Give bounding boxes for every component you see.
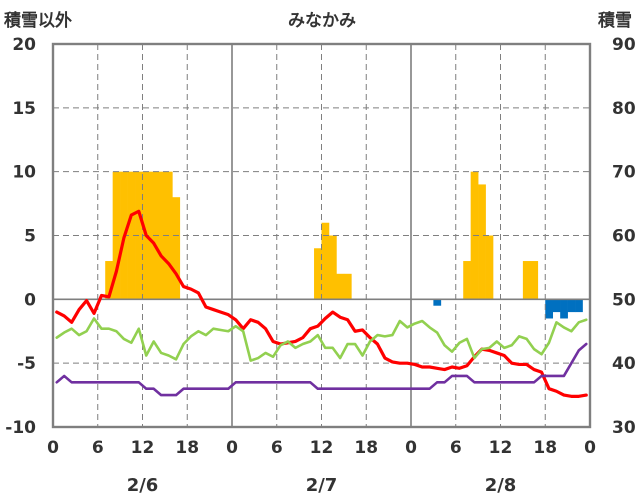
left-tick-label-0: 20: [12, 35, 36, 55]
x-tick-label-12: 0: [584, 438, 596, 458]
red-series-line: [55, 209, 588, 398]
plot-frame: [51, 42, 592, 429]
precip-bar-3: [127, 171, 136, 300]
precip-bar-18: [478, 184, 486, 300]
x-tick-label-9: 6: [450, 438, 462, 458]
left-tick-label-3: 5: [24, 227, 36, 247]
left-axis-title: 積雪以外: [4, 10, 72, 31]
x-tick-label-8: 0: [405, 438, 417, 458]
precip-bar-9: [172, 197, 181, 300]
precip-bar-7: [157, 171, 166, 300]
date-label-1: 2/7: [306, 475, 338, 496]
x-tick-label-0: 0: [47, 438, 59, 458]
precip-bar-25: [567, 299, 576, 313]
precip-bar-21: [530, 261, 539, 300]
precip-bar-24: [560, 299, 568, 319]
date-label-2: 2/8: [485, 475, 517, 496]
precip-bar-0: [105, 261, 113, 300]
precip-bar-12: [328, 235, 337, 300]
precip-bar-23: [552, 299, 561, 313]
left-tick-label-5: -5: [17, 354, 36, 374]
grid-lines: [53, 44, 590, 427]
precip-bar-11: [321, 222, 330, 300]
x-tick-label-11: 18: [533, 438, 557, 458]
x-tick-label-1: 6: [92, 438, 104, 458]
right-tick-label-5: 40: [612, 354, 636, 374]
date-label-0: 2/6: [127, 475, 159, 496]
right-tick-label-4: 50: [612, 290, 636, 310]
axis-labels: 積雪以外 みなかみ 積雪 20151050-5-1090807060504030…: [4, 10, 636, 496]
right-tick-label-3: 60: [612, 227, 636, 247]
precip-bar-15: [433, 299, 442, 306]
x-tick-label-3: 18: [175, 438, 199, 458]
right-axis-title: 積雪: [598, 10, 632, 31]
precip-bar-14: [343, 273, 352, 300]
left-tick-label-1: 15: [12, 99, 36, 119]
green-series-line: [55, 317, 588, 362]
purple-series-line: [55, 342, 588, 397]
right-tick-label-1: 80: [612, 99, 636, 119]
x-tick-label-4: 0: [226, 438, 238, 458]
precip-bar-13: [336, 273, 345, 300]
series-lines: [55, 209, 588, 398]
x-tick-label-7: 18: [354, 438, 378, 458]
right-tick-label-2: 70: [612, 163, 636, 183]
x-tick-label-10: 12: [489, 438, 513, 458]
left-tick-label-4: 0: [24, 290, 36, 310]
left-tick-label-2: 10: [12, 163, 36, 183]
right-tick-label-0: 90: [612, 35, 636, 55]
precip-bar-26: [575, 299, 583, 313]
precip-bar-22: [545, 299, 554, 319]
x-tick-label-5: 6: [271, 438, 283, 458]
right-tick-label-6: 30: [612, 418, 636, 438]
precip-bar-10: [314, 248, 322, 300]
precip-bar-20: [522, 261, 531, 300]
plot-border: [51, 42, 592, 429]
x-tick-label-6: 12: [310, 438, 334, 458]
precip-bars: [105, 171, 583, 319]
chart-title: みなかみ: [288, 11, 356, 31]
precip-bar-19: [485, 235, 494, 300]
precip-bar-16: [463, 261, 471, 300]
left-tick-label-6: -10: [5, 418, 36, 438]
x-tick-label-2: 12: [131, 438, 155, 458]
